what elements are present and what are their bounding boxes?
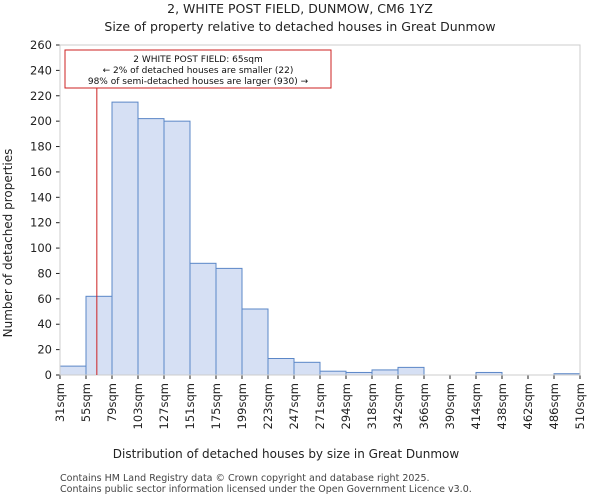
- x-tick-label: 510sqm: [573, 383, 587, 429]
- footer-line-1: Contains HM Land Registry data © Crown c…: [60, 473, 430, 484]
- x-tick-label: 103sqm: [131, 383, 145, 429]
- bar: [189, 262, 217, 376]
- bars-group: [59, 101, 581, 376]
- y-tick-label: 260: [30, 38, 52, 52]
- y-tick-label: 160: [30, 165, 52, 179]
- bar: [241, 308, 269, 376]
- bar: [163, 120, 191, 376]
- x-tick-label: 79sqm: [105, 383, 119, 422]
- x-tick-label: 366sqm: [417, 383, 431, 429]
- y-tick-label: 80: [37, 266, 52, 280]
- x-tick-label: 271sqm: [313, 383, 327, 429]
- plot-area-frame: [59, 44, 581, 376]
- bar: [293, 361, 321, 376]
- x-axis-label: Distribution of detached houses by size …: [113, 447, 460, 461]
- annotation-line-2: ← 2% of detached houses are smaller (22): [103, 66, 294, 76]
- y-tick-label: 240: [30, 63, 52, 77]
- x-tick-label: 486sqm: [547, 383, 561, 429]
- bar: [59, 365, 87, 376]
- x-tick-label: 414sqm: [469, 383, 483, 429]
- y-tick-label: 120: [30, 216, 52, 230]
- bar: [111, 101, 139, 376]
- y-tick-label: 200: [30, 114, 52, 128]
- x-tick-label: 151sqm: [183, 383, 197, 429]
- chart-subtitle: Size of property relative to detached ho…: [104, 19, 495, 34]
- bar: [267, 358, 295, 376]
- y-tick-label: 40: [37, 317, 52, 331]
- y-tick-label: 20: [37, 343, 52, 357]
- y-axis-label: Number of detached properties: [1, 149, 15, 338]
- x-tick-label: 342sqm: [391, 383, 405, 429]
- y-tick-label: 0: [45, 368, 52, 382]
- x-tick-label: 223sqm: [261, 383, 275, 429]
- bar: [137, 118, 165, 376]
- y-tick-label: 140: [30, 190, 52, 204]
- x-axis-ticks: 31sqm 55sqm 79sqm 103sqm 127sqm 151sqm 175sqm 1…: [53, 375, 587, 429]
- bar: [371, 369, 399, 376]
- annotation-line-3: 98% of semi-detached houses are larger (…: [88, 77, 309, 87]
- bar: [319, 370, 347, 376]
- y-tick-label: 180: [30, 140, 52, 154]
- bar: [85, 295, 113, 376]
- annotation-frame: [64, 49, 332, 89]
- x-tick-label: 127sqm: [157, 383, 171, 429]
- x-tick-label: 31sqm: [53, 383, 67, 422]
- x-tick-label: 175sqm: [209, 383, 223, 429]
- annotation-line-1: 2 WHITE POST FIELD: 65sqm: [133, 55, 263, 65]
- x-tick-label: 55sqm: [79, 383, 93, 422]
- chart-title: 2, WHITE POST FIELD, DUNMOW, CM6 1YZ: [167, 1, 433, 16]
- footer-line-2: Contains public sector information licen…: [60, 484, 472, 495]
- y-tick-label: 60: [37, 292, 52, 306]
- x-tick-label: 294sqm: [339, 383, 353, 429]
- annotation-box: 2 WHITE POST FIELD: 65sqm ← 2% of detach…: [64, 49, 332, 89]
- x-tick-label: 462sqm: [521, 383, 535, 429]
- x-tick-label: 247sqm: [287, 383, 301, 429]
- x-tick-label: 318sqm: [365, 383, 379, 429]
- y-tick-label: 220: [30, 89, 52, 103]
- x-tick-label: 390sqm: [443, 383, 457, 429]
- y-tick-label: 100: [30, 241, 52, 255]
- y-axis-ticks: 0 20 40 60 80 100 120 140 160 180 200 220 240 260: [30, 38, 60, 382]
- bar: [397, 366, 425, 376]
- x-tick-label: 438sqm: [495, 383, 509, 429]
- x-tick-label: 199sqm: [235, 383, 249, 429]
- bar: [215, 267, 243, 376]
